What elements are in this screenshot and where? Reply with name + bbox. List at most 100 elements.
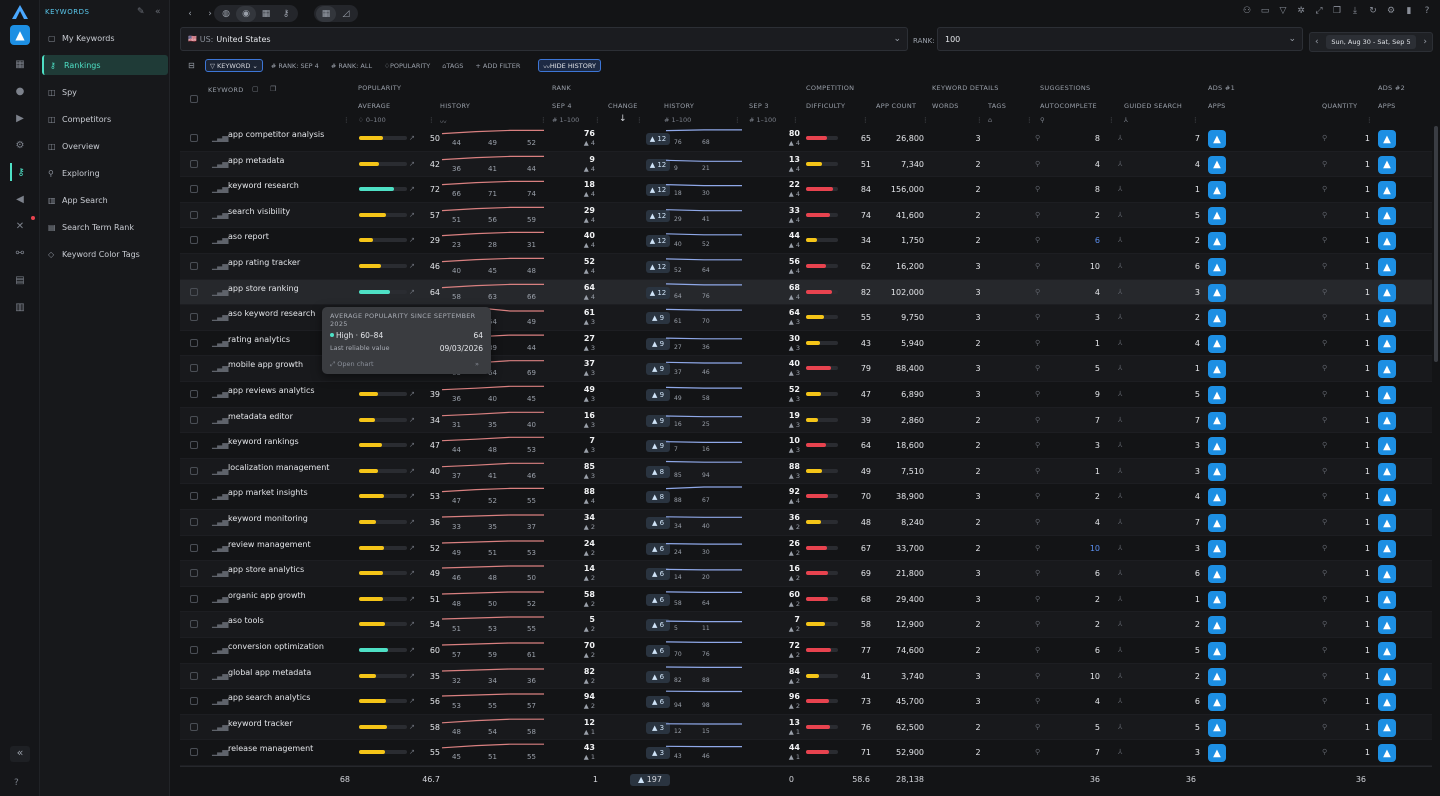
table-row[interactable]: ▁▃▅ app search analytics ↗ 56 53 55 57 94 ▲ 2 ▲ 6…	[180, 689, 1432, 715]
popularity-history[interactable]: 51 53 55	[440, 612, 548, 637]
guided-search-icon[interactable]: ⅄	[1118, 262, 1123, 270]
table-row[interactable]: ▁▃▅ keyword research ↗ 72 66 71 74 18 ▲ 4 ▲ 12 18 3…	[180, 177, 1432, 203]
col-guided-search[interactable]: GUIDED SEARCH	[1124, 102, 1183, 110]
autocomplete-icon[interactable]: ⚲	[1035, 518, 1041, 526]
row-checkbox[interactable]	[190, 262, 198, 270]
collapse-panel-icon[interactable]: «	[155, 7, 161, 17]
sidebar-item-keyword-color-tags[interactable]: ◇ Keyword Color Tags	[42, 244, 168, 264]
row-checkbox[interactable]	[190, 415, 198, 424]
autocomplete-icon[interactable]: ⚲	[1035, 441, 1041, 450]
guided-search-icon[interactable]: ⅄	[1118, 697, 1123, 706]
app-store-icon[interactable]: ▲	[1378, 590, 1396, 609]
table-row[interactable]: ▁▃▅ app metadata ↗ 42 36 41 44 9 ▲ 4 ▲ 12 9 21 13 ▲ 4…	[180, 151, 1432, 178]
row-checkbox[interactable]	[190, 338, 198, 347]
guided-search-icon[interactable]: ⅄	[1118, 518, 1123, 526]
app-store-icon[interactable]: ▲	[1378, 539, 1396, 558]
autocomplete-value[interactable]: 2	[1094, 594, 1100, 604]
rank-all-filter-chip[interactable]: # RANK: ALL	[330, 61, 373, 70]
sidebar-item-exploring[interactable]: ⚲ Exploring	[42, 163, 168, 183]
search-list-icon[interactable]: ⊟	[188, 61, 195, 70]
more-icon[interactable]: ⋮	[428, 116, 435, 124]
app-store-icon[interactable]: ▲	[1208, 488, 1226, 507]
guided-search-value[interactable]: 6	[1194, 697, 1200, 707]
app-store-icon[interactable]: ▲	[1378, 309, 1396, 328]
rank-history[interactable]: 94 98	[664, 689, 746, 714]
rank-history[interactable]: 29 41	[664, 203, 746, 228]
help-icon[interactable]: ?	[1424, 6, 1430, 16]
keyword-name[interactable]: review management	[228, 539, 311, 549]
guided-search-icon[interactable]: ⅄	[1118, 338, 1123, 347]
row-checkbox[interactable]	[190, 185, 198, 194]
guided-search-icon[interactable]: ⅄	[1118, 620, 1123, 629]
guided-search-value[interactable]: 3	[1194, 287, 1200, 297]
key-icon[interactable]: ⚷	[282, 8, 290, 19]
col-rank-history[interactable]: HISTORY	[664, 102, 695, 110]
more-icon[interactable]: ⋮	[1192, 116, 1199, 124]
rank-history[interactable]: 24 30	[664, 536, 746, 561]
table-row[interactable]: ▁▃▅ app rating tracker ↗ 46 40 45 48 52 ▲ 4 ▲ 12 5…	[180, 254, 1432, 280]
popularity-history[interactable]: 37 41 46	[440, 459, 548, 484]
keyword-name[interactable]: app rating tracker	[228, 258, 301, 267]
rank-history[interactable]: 52 64	[664, 254, 746, 279]
col-apps2[interactable]: APPS	[1378, 102, 1396, 110]
keyword-name[interactable]: app market insights	[228, 488, 308, 498]
app-store-icon[interactable]: ▲	[1378, 744, 1396, 763]
guided-search-icon[interactable]: ⅄	[1118, 543, 1123, 552]
table-scrollbar[interactable]	[1434, 126, 1438, 362]
app-store-icon[interactable]: ▲	[1208, 258, 1226, 276]
autocomplete-value[interactable]: 1	[1094, 338, 1100, 348]
popularity-history[interactable]: 49 51 53	[440, 536, 548, 561]
sep3-range-filter[interactable]: # 1–100	[749, 116, 777, 124]
keyword-name[interactable]: release management	[228, 744, 314, 754]
keyword-name[interactable]: search visibility	[228, 206, 291, 216]
keyword-name[interactable]: rating analytics	[228, 334, 290, 344]
copy-icon[interactable]: ❐	[1332, 6, 1342, 16]
panel-icon[interactable]: ▮	[1406, 6, 1412, 16]
more-icon[interactable]: ⋮	[792, 116, 799, 124]
more-icon[interactable]: ⋮	[343, 116, 350, 124]
keyword-name[interactable]: app reviews analytics	[228, 386, 315, 395]
guided-search-value[interactable]: 7	[1194, 134, 1200, 143]
popularity-history[interactable]: 45 51 55	[440, 740, 548, 765]
app-store-icon[interactable]: ▲	[1208, 232, 1226, 251]
popularity-history[interactable]: 66 71 74	[440, 177, 548, 202]
autocomplete-value[interactable]: 4	[1094, 159, 1100, 169]
app-store-icon[interactable]: ▲	[1208, 565, 1226, 584]
col-difficulty[interactable]: DIFFICULTY	[806, 102, 846, 110]
autocomplete-value[interactable]: 10	[1089, 671, 1100, 681]
keyword-name[interactable]: app store ranking	[228, 283, 299, 293]
guided-filter-icon[interactable]: ⅄	[1124, 116, 1128, 124]
app-store-icon[interactable]: ▲	[1378, 565, 1396, 584]
app-store-icon[interactable]: ▲	[1208, 590, 1226, 609]
app-store-icon[interactable]: ▲	[1208, 744, 1226, 763]
guided-search-icon[interactable]: ⅄	[1118, 722, 1123, 731]
keyword-name[interactable]: app metadata	[228, 155, 285, 165]
autocomplete-value[interactable]: 2	[1094, 210, 1100, 220]
more-icon[interactable]: ⋮	[594, 116, 601, 124]
row-checkbox[interactable]	[190, 313, 198, 322]
rank-history[interactable]: 43 46	[664, 740, 746, 765]
back-icon[interactable]: ‹	[188, 8, 192, 19]
row-checkbox[interactable]	[190, 671, 198, 680]
globe-icon[interactable]: ◍	[222, 8, 230, 19]
more-icon[interactable]: ⋮	[636, 116, 643, 124]
guided-search-icon[interactable]: ⅄	[1118, 236, 1123, 245]
row-checkbox[interactable]	[190, 364, 198, 373]
col-words[interactable]: WORDS	[932, 102, 959, 110]
autocomplete-icon[interactable]: ⚲	[1035, 313, 1041, 322]
row-checkbox[interactable]	[190, 646, 198, 654]
autocomplete-icon[interactable]: ⚲	[1035, 185, 1041, 194]
guided-search-icon[interactable]: ⅄	[1118, 748, 1123, 757]
app-store-icon[interactable]: ▲	[1208, 181, 1226, 200]
app-store-icon[interactable]: ▲	[1378, 258, 1396, 276]
table-row[interactable]: ▁▃▅ conversion optimization ↗ 60 57 59 61 70 ▲ 2…	[180, 638, 1432, 664]
popularity-history[interactable]: 32 34 36	[440, 664, 548, 689]
guided-search-value[interactable]: 4	[1194, 159, 1200, 169]
rank-history[interactable]: 12 15	[664, 715, 746, 740]
autocomplete-icon[interactable]: ⚲	[1035, 364, 1041, 373]
col-average[interactable]: AVERAGE	[358, 102, 391, 110]
autocomplete-value[interactable]: 9	[1094, 390, 1100, 399]
app-store-icon[interactable]: ▲	[1378, 360, 1396, 379]
